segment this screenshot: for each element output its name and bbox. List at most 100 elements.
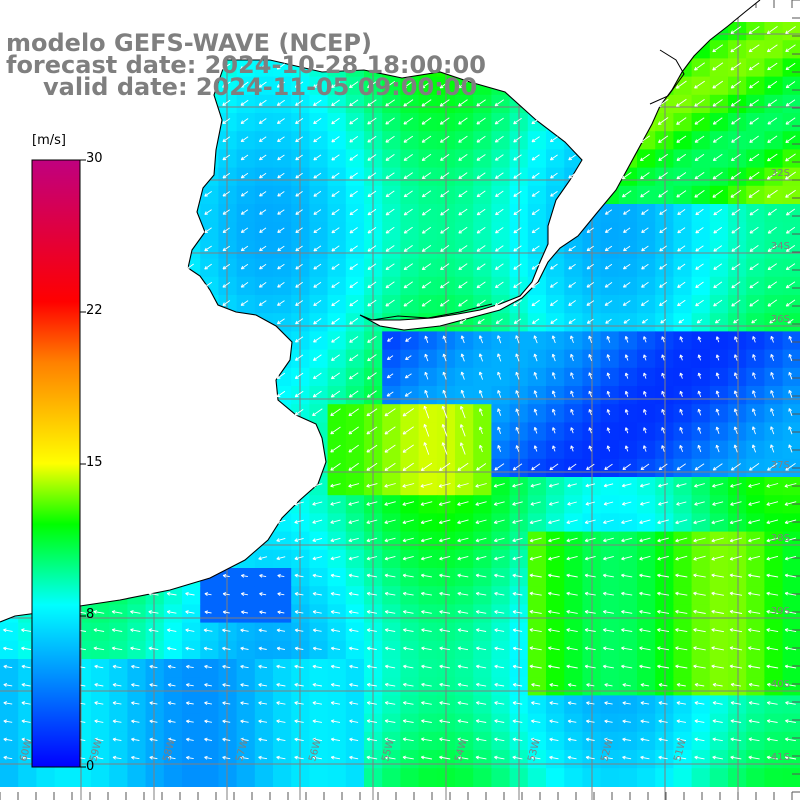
wind-vector — [694, 190, 705, 198]
wind-vector — [367, 190, 377, 198]
wind-vector — [639, 664, 651, 669]
wind-vector — [712, 719, 723, 724]
wind-vector — [550, 172, 558, 179]
wind-vector — [622, 683, 631, 687]
wind-vector — [495, 208, 504, 216]
wind-vector — [21, 646, 32, 651]
wind-vector — [402, 737, 414, 742]
wind-vector — [312, 646, 322, 651]
wind-vector — [531, 701, 541, 705]
wind-vector — [550, 263, 558, 270]
wind-vector — [458, 245, 468, 252]
wind-vector — [679, 372, 684, 379]
wind-vector — [259, 592, 267, 596]
wind-vector — [458, 172, 468, 180]
wind-vector — [495, 245, 504, 252]
wind-vector — [568, 154, 576, 161]
wind-vector — [567, 483, 577, 488]
wind-vector — [530, 483, 541, 488]
wind-vector — [677, 209, 686, 216]
wind-vector — [711, 537, 724, 543]
wind-vector — [658, 737, 668, 742]
wind-vector — [366, 719, 377, 724]
wind-vector — [494, 664, 505, 669]
wind-vector — [549, 136, 558, 143]
wind-vector — [733, 408, 738, 416]
wind-vector — [276, 63, 286, 70]
wind-vector — [603, 573, 614, 578]
wind-vector — [657, 609, 670, 614]
wind-vector — [730, 189, 742, 198]
wind-vector — [694, 737, 705, 742]
wind-vector — [570, 427, 574, 434]
wind-vector — [770, 444, 775, 453]
wind-vector — [384, 444, 396, 453]
colorbar-tick-22: 22 — [86, 303, 103, 318]
wind-vector — [240, 209, 249, 215]
wind-vector — [567, 683, 577, 687]
wind-vector — [277, 118, 285, 124]
wind-vector — [730, 755, 742, 760]
wind-vector — [586, 463, 595, 470]
wind-vector — [676, 755, 687, 760]
wind-vector — [348, 628, 359, 633]
wind-vector — [549, 755, 559, 760]
wind-vector — [166, 610, 177, 614]
wind-vector — [643, 409, 647, 416]
wind-vector — [552, 445, 556, 452]
wind-vector — [348, 483, 360, 488]
wind-vector — [751, 444, 757, 453]
wind-vector — [330, 444, 341, 453]
wind-vector — [675, 609, 688, 614]
wind-vector — [532, 318, 540, 324]
wind-vector — [312, 755, 322, 760]
wind-vector — [584, 609, 596, 614]
wind-vector — [729, 609, 743, 614]
wind-vector — [475, 537, 487, 543]
wind-vector — [697, 426, 702, 434]
wind-vector — [313, 318, 322, 325]
wind-vector — [676, 737, 687, 742]
wind-vector — [676, 682, 686, 687]
wind-vector — [385, 281, 395, 289]
wind-vector — [131, 719, 140, 724]
wind-vector — [603, 646, 614, 651]
wind-vector — [730, 26, 742, 34]
wind-vector — [441, 424, 448, 437]
wind-vector — [420, 755, 433, 760]
wind-vector — [643, 336, 647, 343]
wind-vector — [475, 755, 487, 760]
wind-vector — [440, 226, 450, 234]
wind-vector — [604, 300, 613, 306]
wind-vector — [586, 282, 595, 288]
wind-vector — [661, 445, 665, 452]
wind-vector — [330, 390, 341, 398]
wind-vector — [258, 99, 267, 106]
wind-vector — [533, 408, 538, 416]
wind-vector — [348, 519, 359, 524]
wind-vector — [512, 501, 523, 506]
wind-vector — [730, 737, 742, 742]
wind-vector — [312, 737, 322, 742]
wind-vector — [785, 719, 796, 724]
wind-vector — [131, 755, 140, 760]
wind-vector — [312, 556, 323, 561]
wind-vector — [295, 191, 303, 197]
wind-vector — [748, 171, 760, 180]
wind-vector — [94, 664, 104, 669]
wind-vector — [441, 405, 448, 419]
wind-vector — [21, 664, 31, 669]
wind-vector — [384, 555, 396, 561]
wind-vector — [349, 99, 359, 107]
wind-vector — [457, 628, 469, 633]
wind-vector — [624, 427, 629, 434]
wind-vector — [149, 737, 158, 742]
wind-vector — [694, 80, 705, 89]
wind-vector — [295, 209, 303, 215]
wind-vector — [621, 519, 633, 525]
wind-vector — [403, 154, 413, 161]
wind-vector — [349, 172, 358, 179]
wind-vector — [348, 444, 359, 453]
wind-vector — [366, 408, 378, 417]
wind-vector — [241, 573, 248, 578]
